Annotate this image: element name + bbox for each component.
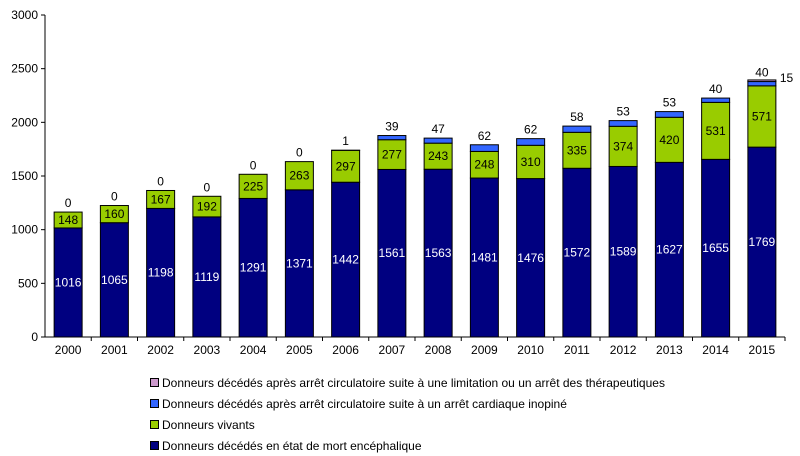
x-tick-label: 2009: [471, 343, 498, 357]
bar-segment: [563, 126, 591, 132]
x-tick-label: 2003: [194, 343, 221, 357]
x-tick-label: 2014: [702, 343, 729, 357]
data-label: 1: [342, 134, 349, 148]
legend-item-living: Donneurs vivants: [150, 414, 665, 435]
x-tick-label: 2012: [610, 343, 637, 357]
data-label: 1481: [471, 251, 498, 265]
data-label: 1589: [610, 245, 637, 259]
data-label: 1119: [194, 270, 219, 284]
data-label: 1442: [332, 253, 359, 267]
data-label: 225: [243, 179, 263, 193]
x-tick-label: 2008: [425, 343, 452, 357]
data-label: 0: [111, 190, 118, 204]
x-tick-label: 2010: [517, 343, 544, 357]
data-label: 1476: [517, 251, 544, 265]
bar-segment: [609, 121, 637, 127]
data-label: 335: [567, 143, 587, 157]
data-label: 39: [385, 120, 399, 134]
data-label: 167: [151, 192, 171, 206]
legend-label: Donneurs décédés après arrêt circulatoir…: [162, 397, 567, 411]
x-tick-label: 2004: [240, 343, 267, 357]
x-tick-label: 2006: [332, 343, 359, 357]
data-label: 47: [431, 122, 445, 136]
data-label: 15: [780, 71, 794, 85]
data-label: 0: [250, 158, 257, 172]
data-label: 1198: [148, 266, 174, 280]
data-label: 248: [474, 158, 494, 172]
data-label: 1291: [240, 261, 267, 275]
bar-segment: [655, 112, 683, 118]
data-label: 160: [104, 207, 124, 221]
bar-segment: [702, 98, 730, 102]
data-label: 243: [428, 149, 448, 163]
data-label: 374: [613, 139, 633, 153]
data-label: 148: [58, 213, 78, 227]
data-label: 1563: [425, 246, 452, 260]
x-tick-label: 2005: [286, 343, 313, 357]
y-tick-label: 3000: [11, 8, 38, 22]
data-label: 420: [659, 133, 679, 147]
bar-segment: [424, 138, 452, 143]
data-label: 1572: [564, 246, 591, 260]
x-tick-label: 2011: [564, 343, 590, 357]
legend-swatch: [150, 420, 159, 429]
data-label: 192: [197, 200, 217, 214]
bar-segment: [748, 80, 776, 82]
data-label: 531: [706, 124, 726, 138]
stacked-bar-chart: 0500100015002000250030002000101614802001…: [0, 0, 800, 370]
data-label: 0: [65, 196, 72, 210]
legend-label: Donneurs décédés en état de mort encépha…: [162, 439, 422, 453]
data-label: 1016: [55, 275, 82, 289]
data-label: 53: [616, 105, 630, 119]
data-label: 1561: [379, 246, 406, 260]
data-label: 1371: [286, 256, 313, 270]
legend: Donneurs décédés après arrêt circulatoir…: [150, 372, 665, 456]
data-label: 0: [157, 174, 164, 188]
data-label: 263: [289, 169, 309, 183]
data-label: 1627: [656, 243, 683, 257]
x-tick-label: 2002: [147, 343, 174, 357]
x-tick-label: 2015: [749, 343, 776, 357]
data-label: 277: [382, 148, 402, 162]
legend-item-brain-death: Donneurs décédés en état de mort encépha…: [150, 435, 665, 456]
data-label: 310: [521, 155, 541, 169]
bar-segment: [517, 139, 545, 146]
bar-segment: [378, 136, 406, 140]
y-tick-label: 1500: [11, 169, 38, 183]
y-tick-label: 2500: [11, 62, 38, 76]
legend-item-limitation: Donneurs décédés après arrêt circulatoir…: [150, 372, 665, 393]
data-label: 40: [709, 82, 723, 96]
y-tick-label: 500: [18, 276, 38, 290]
bar-segment: [470, 145, 498, 152]
bar-segment: [748, 82, 776, 86]
y-tick-label: 1000: [11, 223, 38, 237]
data-label: 62: [524, 123, 538, 137]
legend-swatch: [150, 399, 159, 408]
data-label: 571: [752, 109, 772, 123]
data-label: 1655: [702, 241, 729, 255]
data-label: 1769: [749, 235, 776, 249]
x-tick-label: 2013: [656, 343, 683, 357]
legend-label: Donneurs vivants: [162, 418, 255, 432]
x-tick-label: 2000: [55, 343, 82, 357]
legend-swatch: [150, 441, 159, 450]
legend-swatch: [150, 378, 159, 387]
data-label: 62: [478, 129, 492, 143]
x-tick-label: 2007: [379, 343, 406, 357]
data-label: 40: [755, 66, 769, 80]
data-label: 0: [204, 180, 211, 194]
data-label: 58: [570, 110, 584, 124]
data-label: 0: [296, 146, 303, 160]
data-label: 1065: [101, 273, 128, 287]
x-tick-label: 2001: [101, 343, 128, 357]
data-label: 297: [336, 159, 356, 173]
y-tick-label: 0: [31, 330, 38, 344]
data-label: 53: [663, 96, 677, 110]
y-tick-label: 2000: [11, 115, 38, 129]
legend-item-cardiac-arrest: Donneurs décédés après arrêt circulatoir…: [150, 393, 665, 414]
legend-label: Donneurs décédés après arrêt circulatoir…: [162, 376, 665, 390]
